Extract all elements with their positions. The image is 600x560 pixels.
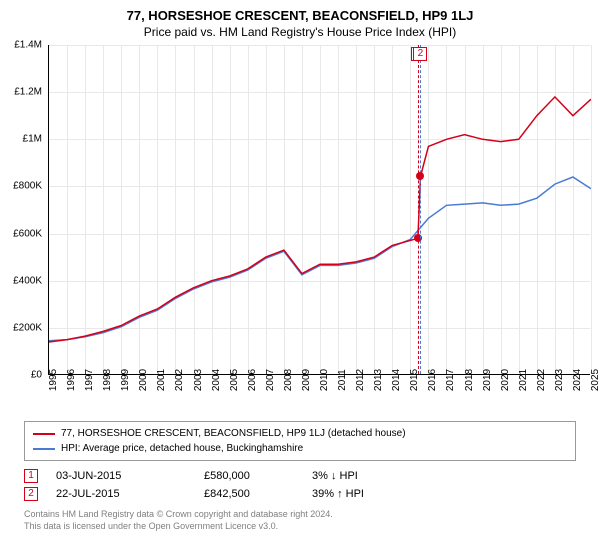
x-axis-label: 2016 <box>427 369 438 391</box>
sales-row-pct: 3% ↓ HPI <box>312 470 402 482</box>
sale-marker-line <box>418 45 419 374</box>
chart-area: 12 £0£200K£400K£600K£800K£1M£1.2M£1.4M19… <box>48 45 590 375</box>
footer: Contains HM Land Registry data © Crown c… <box>24 509 576 532</box>
x-axis-label: 2014 <box>391 369 402 391</box>
plot-region: 12 <box>48 45 590 375</box>
sales-row-number: 1 <box>24 469 38 483</box>
x-axis-label: 2019 <box>482 369 493 391</box>
y-axis-label: £0 <box>31 370 42 381</box>
x-axis-label: 2017 <box>445 369 456 391</box>
x-axis-label: 2001 <box>156 369 167 391</box>
x-axis-label: 2010 <box>319 369 330 391</box>
x-axis-label: 2023 <box>554 369 565 391</box>
x-axis-label: 2006 <box>247 369 258 391</box>
x-axis-label: 2020 <box>500 369 511 391</box>
footer-line-2: This data is licensed under the Open Gov… <box>24 521 576 533</box>
x-axis-label: 2021 <box>518 369 529 391</box>
legend-box: 77, HORSESHOE CRESCENT, BEACONSFIELD, HP… <box>24 421 576 461</box>
chart-subtitle: Price paid vs. HM Land Registry's House … <box>0 23 600 45</box>
line-svg <box>49 45 591 375</box>
x-axis-label: 2008 <box>283 369 294 391</box>
x-axis-label: 2012 <box>355 369 366 391</box>
sales-row-price: £580,000 <box>204 470 294 482</box>
y-axis-label: £800K <box>13 181 42 192</box>
x-axis-label: 2009 <box>301 369 312 391</box>
x-axis-label: 2018 <box>464 369 475 391</box>
legend-label-hpi: HPI: Average price, detached house, Buck… <box>61 441 303 456</box>
x-axis-label: 1999 <box>120 369 131 391</box>
footer-line-1: Contains HM Land Registry data © Crown c… <box>24 509 576 521</box>
sales-row: 2 22-JUL-2015 £842,500 39% ↑ HPI <box>24 485 576 503</box>
y-axis-label: £600K <box>13 228 42 239</box>
x-axis-label: 2022 <box>536 369 547 391</box>
x-axis-label: 2013 <box>373 369 384 391</box>
y-axis-label: £1.2M <box>14 87 42 98</box>
sales-row-pct: 39% ↑ HPI <box>312 488 402 500</box>
x-axis-label: 1997 <box>84 369 95 391</box>
x-axis-label: 2015 <box>409 369 420 391</box>
sales-row-date: 03-JUN-2015 <box>56 470 186 482</box>
x-axis-label: 1996 <box>66 369 77 391</box>
chart-container: 77, HORSESHOE CRESCENT, BEACONSFIELD, HP… <box>0 0 600 560</box>
sale-marker-dot <box>416 172 424 180</box>
legend-item-hpi: HPI: Average price, detached house, Buck… <box>33 441 567 456</box>
x-axis-label: 1995 <box>48 369 59 391</box>
series-line-property <box>49 97 591 342</box>
x-axis-label: 2005 <box>229 369 240 391</box>
sales-row-date: 22-JUL-2015 <box>56 488 186 500</box>
legend-item-property: 77, HORSESHOE CRESCENT, BEACONSFIELD, HP… <box>33 426 567 441</box>
chart-title: 77, HORSESHOE CRESCENT, BEACONSFIELD, HP… <box>0 0 600 23</box>
sales-row-number: 2 <box>24 487 38 501</box>
sale-marker-line <box>420 45 421 374</box>
grid-v <box>591 45 592 374</box>
legend-label-property: 77, HORSESHOE CRESCENT, BEACONSFIELD, HP… <box>61 426 406 441</box>
x-axis-label: 2004 <box>211 369 222 391</box>
x-axis-label: 2000 <box>138 369 149 391</box>
sales-row-price: £842,500 <box>204 488 294 500</box>
y-axis-label: £1M <box>23 134 42 145</box>
x-axis-label: 2025 <box>590 369 600 391</box>
x-axis-label: 1998 <box>102 369 113 391</box>
x-axis-label: 2003 <box>193 369 204 391</box>
y-axis-label: £1.4M <box>14 40 42 51</box>
series-line-hpi <box>49 177 591 341</box>
y-axis-label: £200K <box>13 322 42 333</box>
x-axis-label: 2007 <box>265 369 276 391</box>
x-axis-label: 2011 <box>337 369 348 391</box>
legend-swatch-hpi <box>33 448 55 450</box>
legend-swatch-property <box>33 433 55 435</box>
sales-row: 1 03-JUN-2015 £580,000 3% ↓ HPI <box>24 467 576 485</box>
y-axis-label: £400K <box>13 275 42 286</box>
sale-marker-number: 2 <box>413 47 427 61</box>
sales-table: 1 03-JUN-2015 £580,000 3% ↓ HPI 2 22-JUL-2015… <box>24 467 576 503</box>
x-axis-label: 2002 <box>174 369 185 391</box>
x-axis-label: 2024 <box>572 369 583 391</box>
